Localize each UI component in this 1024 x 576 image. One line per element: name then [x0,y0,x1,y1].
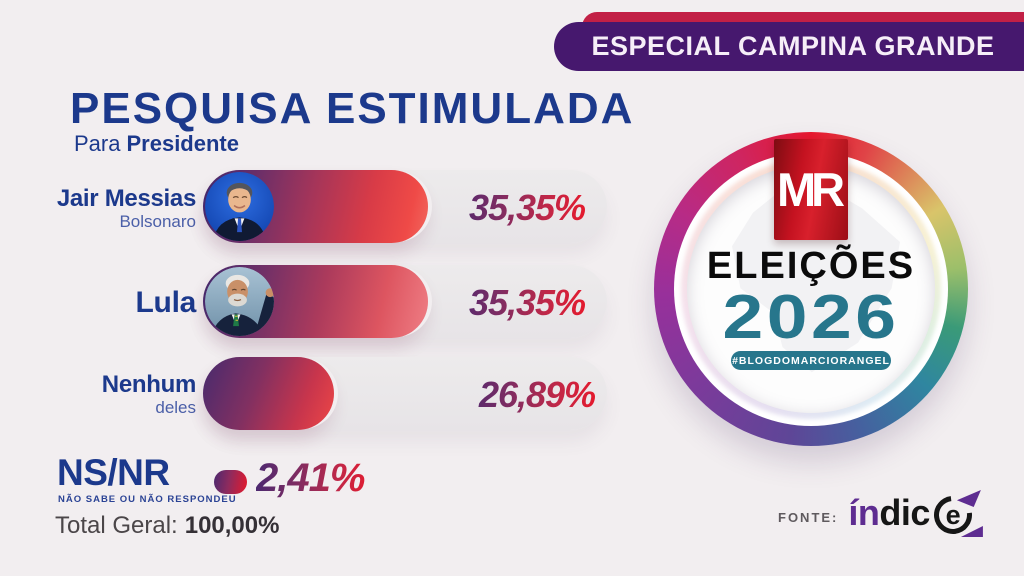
mr-monogram: MR [776,163,845,216]
option-name: Nenhum [101,371,197,398]
row-label-bolsonaro: Jair Messias Bolsonaro [40,186,196,231]
value-nenhum: 26,89% [462,374,612,416]
mr-eleicoes-logo: MR ELEIÇÕES 2026 #BLOGDOMARCIORANGEL [654,132,968,446]
bar-fill-nsnr [214,470,247,494]
row-label-nenhum: Nenhum deles [40,371,197,418]
candidate-subname: Bolsonaro [119,212,196,232]
subtitle-prefix: Para [74,131,121,156]
page-title: PESQUISA ESTIMULADA [70,84,635,133]
indice-e-swirl-icon: e [926,488,983,542]
value-lula: 35,35% [452,282,602,324]
page-subtitle: Para Presidente [74,131,239,157]
option-subname: deles [155,398,196,418]
special-badge-label: ESPECIAL CAMPINA GRANDE [591,31,995,61]
lula-photo [205,267,274,336]
indice-suffix: e [945,499,961,530]
bolsonaro-photo [205,172,274,241]
nsnr-sublabel: NÃO SABE OU NÃO RESPONDEU [58,494,237,505]
logo-hashtag-text: #BLOGDOMARCIORANGEL [732,354,890,367]
indice-prefix: ín [848,492,880,533]
logo-hashtag-pill: #BLOGDOMARCIORANGEL [731,351,891,370]
total-label: Total Geral: [55,512,178,539]
indice-mid: dic [879,492,930,533]
source-label: FONTE: [778,509,839,525]
bar-fill-lula [203,265,428,338]
bar-track-nenhum [203,357,607,430]
value-bolsonaro: 35,35% [452,187,602,229]
total-line: Total Geral: 100,00% [55,512,279,540]
indice-logo: ín dic e [848,488,983,542]
value-nsnr: 2,41% [256,456,386,501]
bar-track-lula [203,265,607,338]
bar-fill-nenhum [203,357,334,430]
mr-ribbon: MR [774,139,848,240]
total-value: 100,00% [184,512,280,539]
logo-year-number: 2026 [722,283,900,352]
bar-track-bolsonaro [203,170,607,243]
row-label-lula: Lula [40,286,197,319]
subtitle-emphasis: Presidente [126,131,239,156]
candidate-name: Lula [135,286,197,319]
logo-year-text: 2026 [654,282,968,353]
candidate-name: Jair Messias [56,185,196,212]
source-block: FONTE: ín dic e [778,488,983,542]
nsnr-label: NS/NR [57,452,170,493]
logo-eleicoes-text: ELEIÇÕES [706,245,916,287]
special-badge: ESPECIAL CAMPINA GRANDE [554,22,1024,71]
bar-fill-bolsonaro [203,170,428,243]
